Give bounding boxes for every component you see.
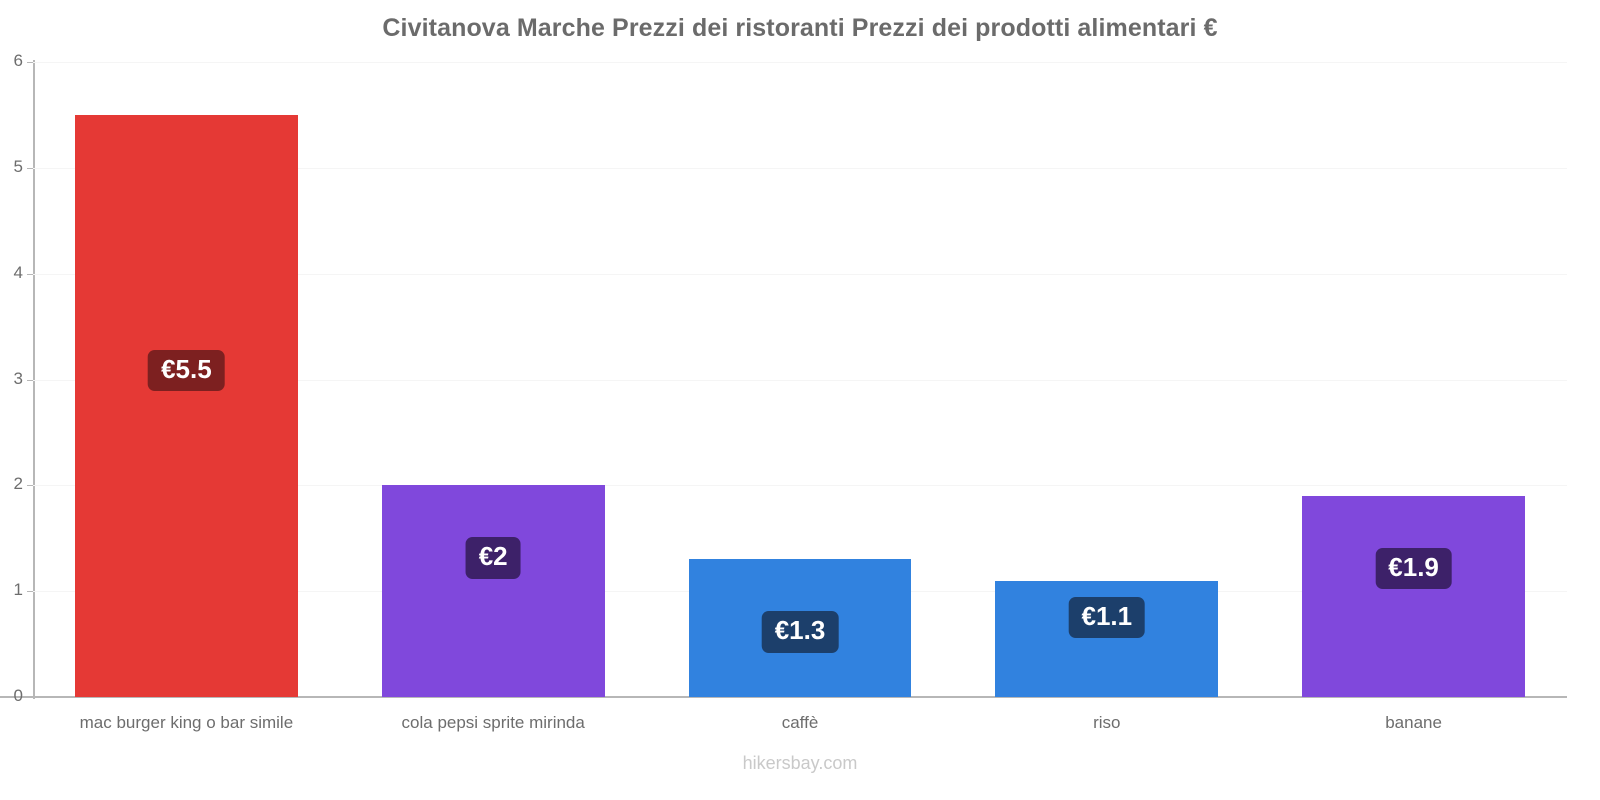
x-axis-line (0, 696, 1567, 698)
y-axis-tick-label: 1 (13, 580, 23, 600)
y-axis-tick-mark (27, 697, 34, 698)
bar-value-label: €2 (465, 537, 521, 579)
gridline (33, 62, 1567, 63)
y-axis-tick-label: 6 (13, 51, 23, 70)
y-axis-tick-label: 0 (13, 686, 23, 705)
y-axis-tick-label: 4 (13, 262, 23, 282)
bar[interactable] (75, 114, 298, 697)
gridline (33, 379, 1567, 381)
y-axis-tick-mark (27, 485, 34, 487)
y-axis-tick-mark (27, 591, 34, 593)
y-axis-tick-mark (27, 62, 34, 63)
x-axis-tick-label: caffè (781, 713, 819, 732)
y-axis-tick-mark (27, 273, 34, 275)
plot-area (33, 62, 1567, 697)
x-axis-tick-label: riso (1093, 713, 1121, 732)
footer-credit: hikersbay.com (742, 753, 858, 773)
chart-title: Civitanova Marche Prezzi dei ristoranti … (382, 14, 1218, 42)
y-axis-tick-label: 2 (13, 474, 23, 494)
bar-value-label: €1.3 (761, 611, 839, 653)
x-axis-tick-label: banane (1385, 713, 1442, 732)
y-axis-tick-mark (27, 379, 34, 381)
bar[interactable] (381, 485, 605, 697)
x-axis-tick-label: cola pepsi sprite mirinda (401, 713, 585, 732)
gridline (33, 485, 1567, 487)
bar[interactable] (1302, 495, 1525, 697)
bar-value-label: €1.9 (1375, 547, 1452, 590)
gridline (33, 167, 1567, 169)
y-axis-tick-mark (27, 167, 34, 169)
y-axis-tick-label: 5 (13, 156, 23, 176)
gridline (33, 273, 1567, 275)
y-axis-tick-label: 3 (13, 368, 23, 388)
x-axis-tick-label: mac burger king o bar simile (79, 713, 294, 732)
bar-value-label: €1.1 (1068, 596, 1146, 638)
bar-value-label: €5.5 (148, 349, 225, 392)
